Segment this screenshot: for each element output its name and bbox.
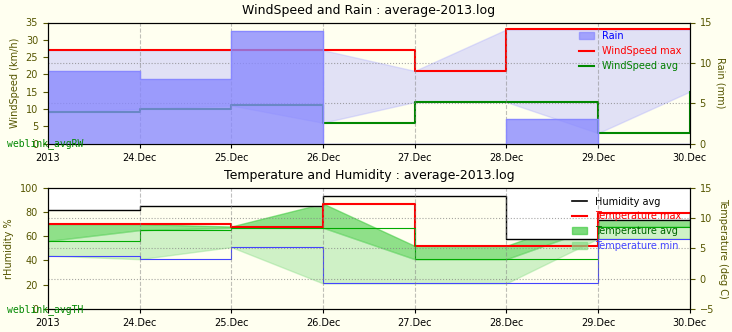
Title: WindSpeed and Rain : average-2013.log: WindSpeed and Rain : average-2013.log <box>242 4 496 17</box>
Y-axis label: Rain (mm): Rain (mm) <box>716 57 726 109</box>
Y-axis label: WindSpeed (km/h): WindSpeed (km/h) <box>10 38 20 128</box>
Legend: Humidity avg, Temperature max, Temperature avg, Temperature min: Humidity avg, Temperature max, Temperatu… <box>569 193 685 255</box>
Y-axis label: rHumidity %: rHumidity % <box>4 218 14 279</box>
Legend: Rain, WindSpeed max, WindSpeed avg: Rain, WindSpeed max, WindSpeed avg <box>575 27 685 75</box>
Text: weblink_avgRW: weblink_avgRW <box>7 138 83 149</box>
Y-axis label: Temperature (deg C): Temperature (deg C) <box>718 198 728 299</box>
Title: Temperature and Humidity : average-2013.log: Temperature and Humidity : average-2013.… <box>223 169 514 183</box>
Text: weblink_avgTH: weblink_avgTH <box>7 304 83 315</box>
